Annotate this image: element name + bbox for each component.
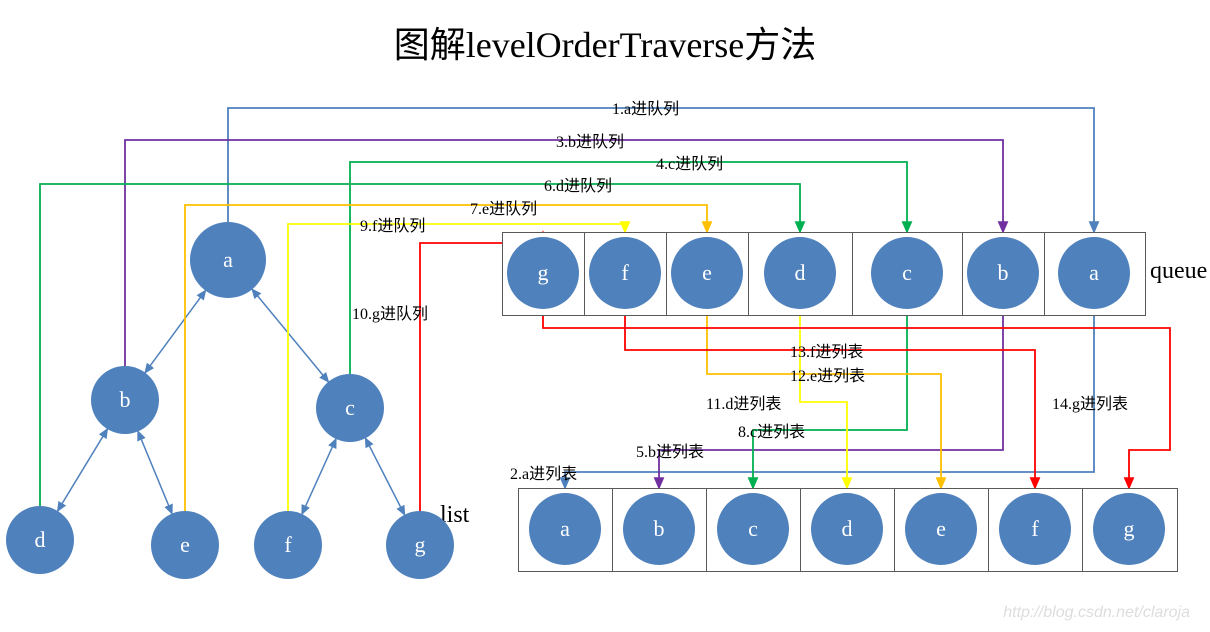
step-label-11: 5.b进列表 xyxy=(636,438,704,462)
tree-node-g: g xyxy=(386,511,454,579)
tree-edge-a-b xyxy=(145,291,205,373)
watermark: http://blog.csdn.net/claroja xyxy=(1003,604,1190,622)
list-node-b: b xyxy=(623,493,695,565)
tree-edge-c-g xyxy=(365,438,404,514)
step-label-3: 6.d进队列 xyxy=(544,172,612,196)
tree-edge-b-d xyxy=(58,429,108,511)
tree-node-f: f xyxy=(254,511,322,579)
step-label-7: 13.f进列表 xyxy=(790,338,863,362)
queue-node-b: b xyxy=(967,237,1039,309)
queue-node-c: c xyxy=(871,237,943,309)
step-label-4: 7.e进队列 xyxy=(470,195,537,219)
tree-node-e: e xyxy=(151,511,219,579)
tree-edge-a-c xyxy=(252,289,328,381)
queue-node-f: f xyxy=(589,237,661,309)
list-node-c: c xyxy=(717,493,789,565)
list-node-f: f xyxy=(999,493,1071,565)
tree-edge-c-f xyxy=(302,439,336,514)
step-label-13: 14.g进列表 xyxy=(1052,390,1128,414)
tree-node-c: c xyxy=(316,374,384,442)
tree-node-b: b xyxy=(91,366,159,434)
step-label-1: 3.b进队列 xyxy=(556,128,624,152)
step-label-6: 10.g进队列 xyxy=(352,300,428,324)
queue-node-d: d xyxy=(764,237,836,309)
step-label-0: 1.a进队列 xyxy=(612,95,679,119)
diagram-title: 图解levelOrderTraverse方法 xyxy=(0,16,1210,68)
tree-node-d: d xyxy=(6,506,74,574)
step-label-12: 2.a进列表 xyxy=(510,460,577,484)
step-label-8: 12.e进列表 xyxy=(790,362,865,386)
queue-node-a: a xyxy=(1058,237,1130,309)
list-node-e: e xyxy=(905,493,977,565)
step-label-9: 11.d进列表 xyxy=(706,390,781,414)
step-label-10: 8.c进列表 xyxy=(738,418,805,442)
tree-node-a: a xyxy=(190,222,266,298)
queue-label: queue xyxy=(1150,258,1207,285)
step-label-2: 4.c进队列 xyxy=(656,150,723,174)
queue-node-e: e xyxy=(671,237,743,309)
list-node-a: a xyxy=(529,493,601,565)
list-node-g: g xyxy=(1093,493,1165,565)
step-label-5: 9.f进队列 xyxy=(360,212,425,236)
list-node-d: d xyxy=(811,493,883,565)
queue-node-g: g xyxy=(507,237,579,309)
tree-edge-b-e xyxy=(138,431,172,513)
